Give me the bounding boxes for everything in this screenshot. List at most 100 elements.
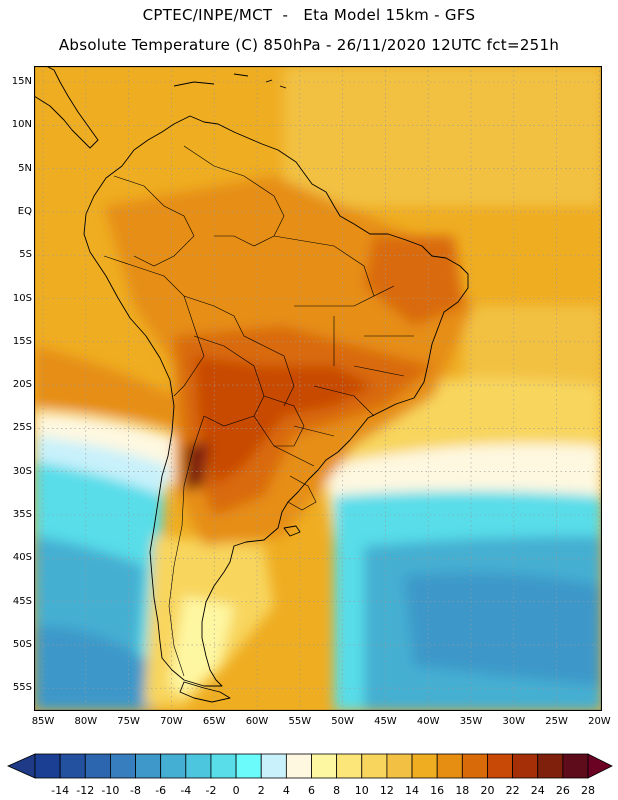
lat-label: 5S: [19, 249, 32, 261]
colorbar-label: 16: [430, 784, 445, 797]
falklands: [283, 525, 301, 537]
colorbar-label: -14: [51, 784, 70, 797]
central-america: [34, 66, 99, 149]
colorbar-label: 12: [379, 784, 394, 797]
colorbar-label: -12: [76, 784, 95, 797]
lat-label: 35S: [12, 509, 32, 520]
lon-label: 20W: [588, 716, 611, 727]
colorbar-swatch: [461, 753, 488, 779]
brazil-states: [273, 235, 414, 437]
colorbar-swatch: [411, 753, 438, 779]
colorbar-label: -8: [130, 784, 142, 797]
colorbar-label: 28: [581, 784, 595, 797]
field-patagonia-pale: [169, 596, 234, 696]
lon-label: 75W: [117, 716, 140, 727]
colorbar-label: 10: [354, 784, 369, 797]
temperature-field: [34, 66, 602, 711]
border-peru: [103, 255, 205, 397]
colorbar-swatch: [84, 753, 111, 779]
lat-label: 45S: [12, 595, 32, 607]
colorbar-label: 20: [480, 784, 495, 797]
lat-label: 15S: [12, 335, 32, 347]
colorbar-swatch: [562, 753, 589, 779]
colorbar-swatch: [260, 753, 287, 779]
south-america-coast: [83, 115, 469, 687]
lon-label: 30W: [502, 716, 526, 727]
lat-label: 15N: [11, 76, 32, 87]
field-hotspot: [184, 441, 209, 491]
lat-label: EQ: [17, 205, 32, 217]
lat-label: 10N: [11, 119, 32, 131]
border-argentina-chile: [168, 415, 205, 677]
colorbar-over-arrow: [587, 753, 613, 779]
colorbar-swatch: [34, 753, 61, 779]
colorbar-label: 22: [505, 784, 520, 797]
coastlines: [34, 66, 469, 703]
colorbar-swatch: [311, 753, 338, 779]
lon-label: 80W: [74, 716, 98, 727]
map-frame: [34, 66, 602, 711]
map-canvas: [34, 66, 602, 711]
lat-lon-grid: [34, 66, 602, 711]
colorbar-swatch: [436, 753, 463, 779]
caribbean-islands: [173, 73, 287, 89]
lat-label: 55S: [12, 682, 32, 694]
field-pacific-orange: [34, 346, 174, 426]
colorbar-under-arrow: [7, 753, 36, 779]
colorbar-swatch: [185, 753, 212, 779]
colorbar-swatch: [135, 753, 162, 779]
colorbar-swatch: [336, 753, 363, 779]
border-venezuela: [183, 145, 285, 247]
border-argentina: [253, 415, 315, 467]
lat-label: 30S: [12, 465, 32, 477]
field-north: [284, 66, 602, 206]
colorbar-swatch: [512, 753, 539, 779]
lat-label: 40S: [12, 552, 32, 564]
lat-label: 50S: [12, 638, 32, 650]
colorbar-swatch: [386, 753, 413, 779]
colorbar-label: 26: [555, 784, 570, 797]
colorbar-label: 0: [232, 784, 240, 797]
colorbar-swatch: [487, 753, 513, 779]
colorbar-label: 6: [308, 784, 315, 797]
border-paraguay: [263, 395, 305, 447]
title-line-2: Absolute Temperature (C) 850hPa - 26/11/…: [58, 36, 560, 54]
colorbar-label: 24: [530, 784, 545, 797]
colorbar-label: 18: [455, 784, 470, 797]
lon-label: 45W: [374, 716, 397, 727]
field-sp-deep: [34, 626, 154, 711]
lon-label: 35W: [459, 716, 483, 727]
tierra-del-fuego: [179, 681, 231, 703]
field-ne-brazil: [364, 236, 464, 326]
colorbar-label: 2: [257, 784, 265, 797]
colorbar-label: -4: [180, 784, 192, 797]
colorbar-swatch: [537, 753, 564, 779]
colorbar-swatch: [285, 753, 312, 779]
colorbar-swatch: [210, 753, 237, 779]
colorbar-label: 14: [405, 784, 420, 797]
colorbar-label: -6: [155, 784, 167, 797]
lon-label: 25W: [545, 716, 568, 727]
colorbar-swatch: [361, 753, 388, 779]
lon-label: 50W: [331, 716, 354, 727]
colorbar-swatch: [160, 753, 187, 779]
colorbar-label: 4: [282, 784, 290, 797]
colorbar-swatch: [110, 753, 136, 779]
field-sa-deep: [404, 572, 602, 686]
border-uruguay: [287, 475, 317, 511]
colorbar-swatch: [59, 753, 86, 779]
lat-label: 25S: [12, 422, 32, 434]
lat-label: 5N: [18, 162, 32, 174]
temperature-map: [34, 66, 602, 711]
lon-label: 60W: [245, 716, 269, 727]
lon-label: 70W: [160, 716, 183, 727]
colorbar-label: 8: [333, 784, 341, 797]
country-borders: [103, 145, 414, 677]
border-brazil-west: [183, 295, 295, 407]
colorbar-label: -2: [205, 784, 217, 797]
title-line-1: CPTEC/INPE/MCT - Eta Model 15km - GFS: [142, 6, 476, 24]
border-colombia: [113, 175, 195, 267]
lat-label: 10S: [12, 292, 32, 304]
lon-label: 65W: [202, 716, 226, 727]
colorbar-label: -10: [101, 784, 120, 797]
